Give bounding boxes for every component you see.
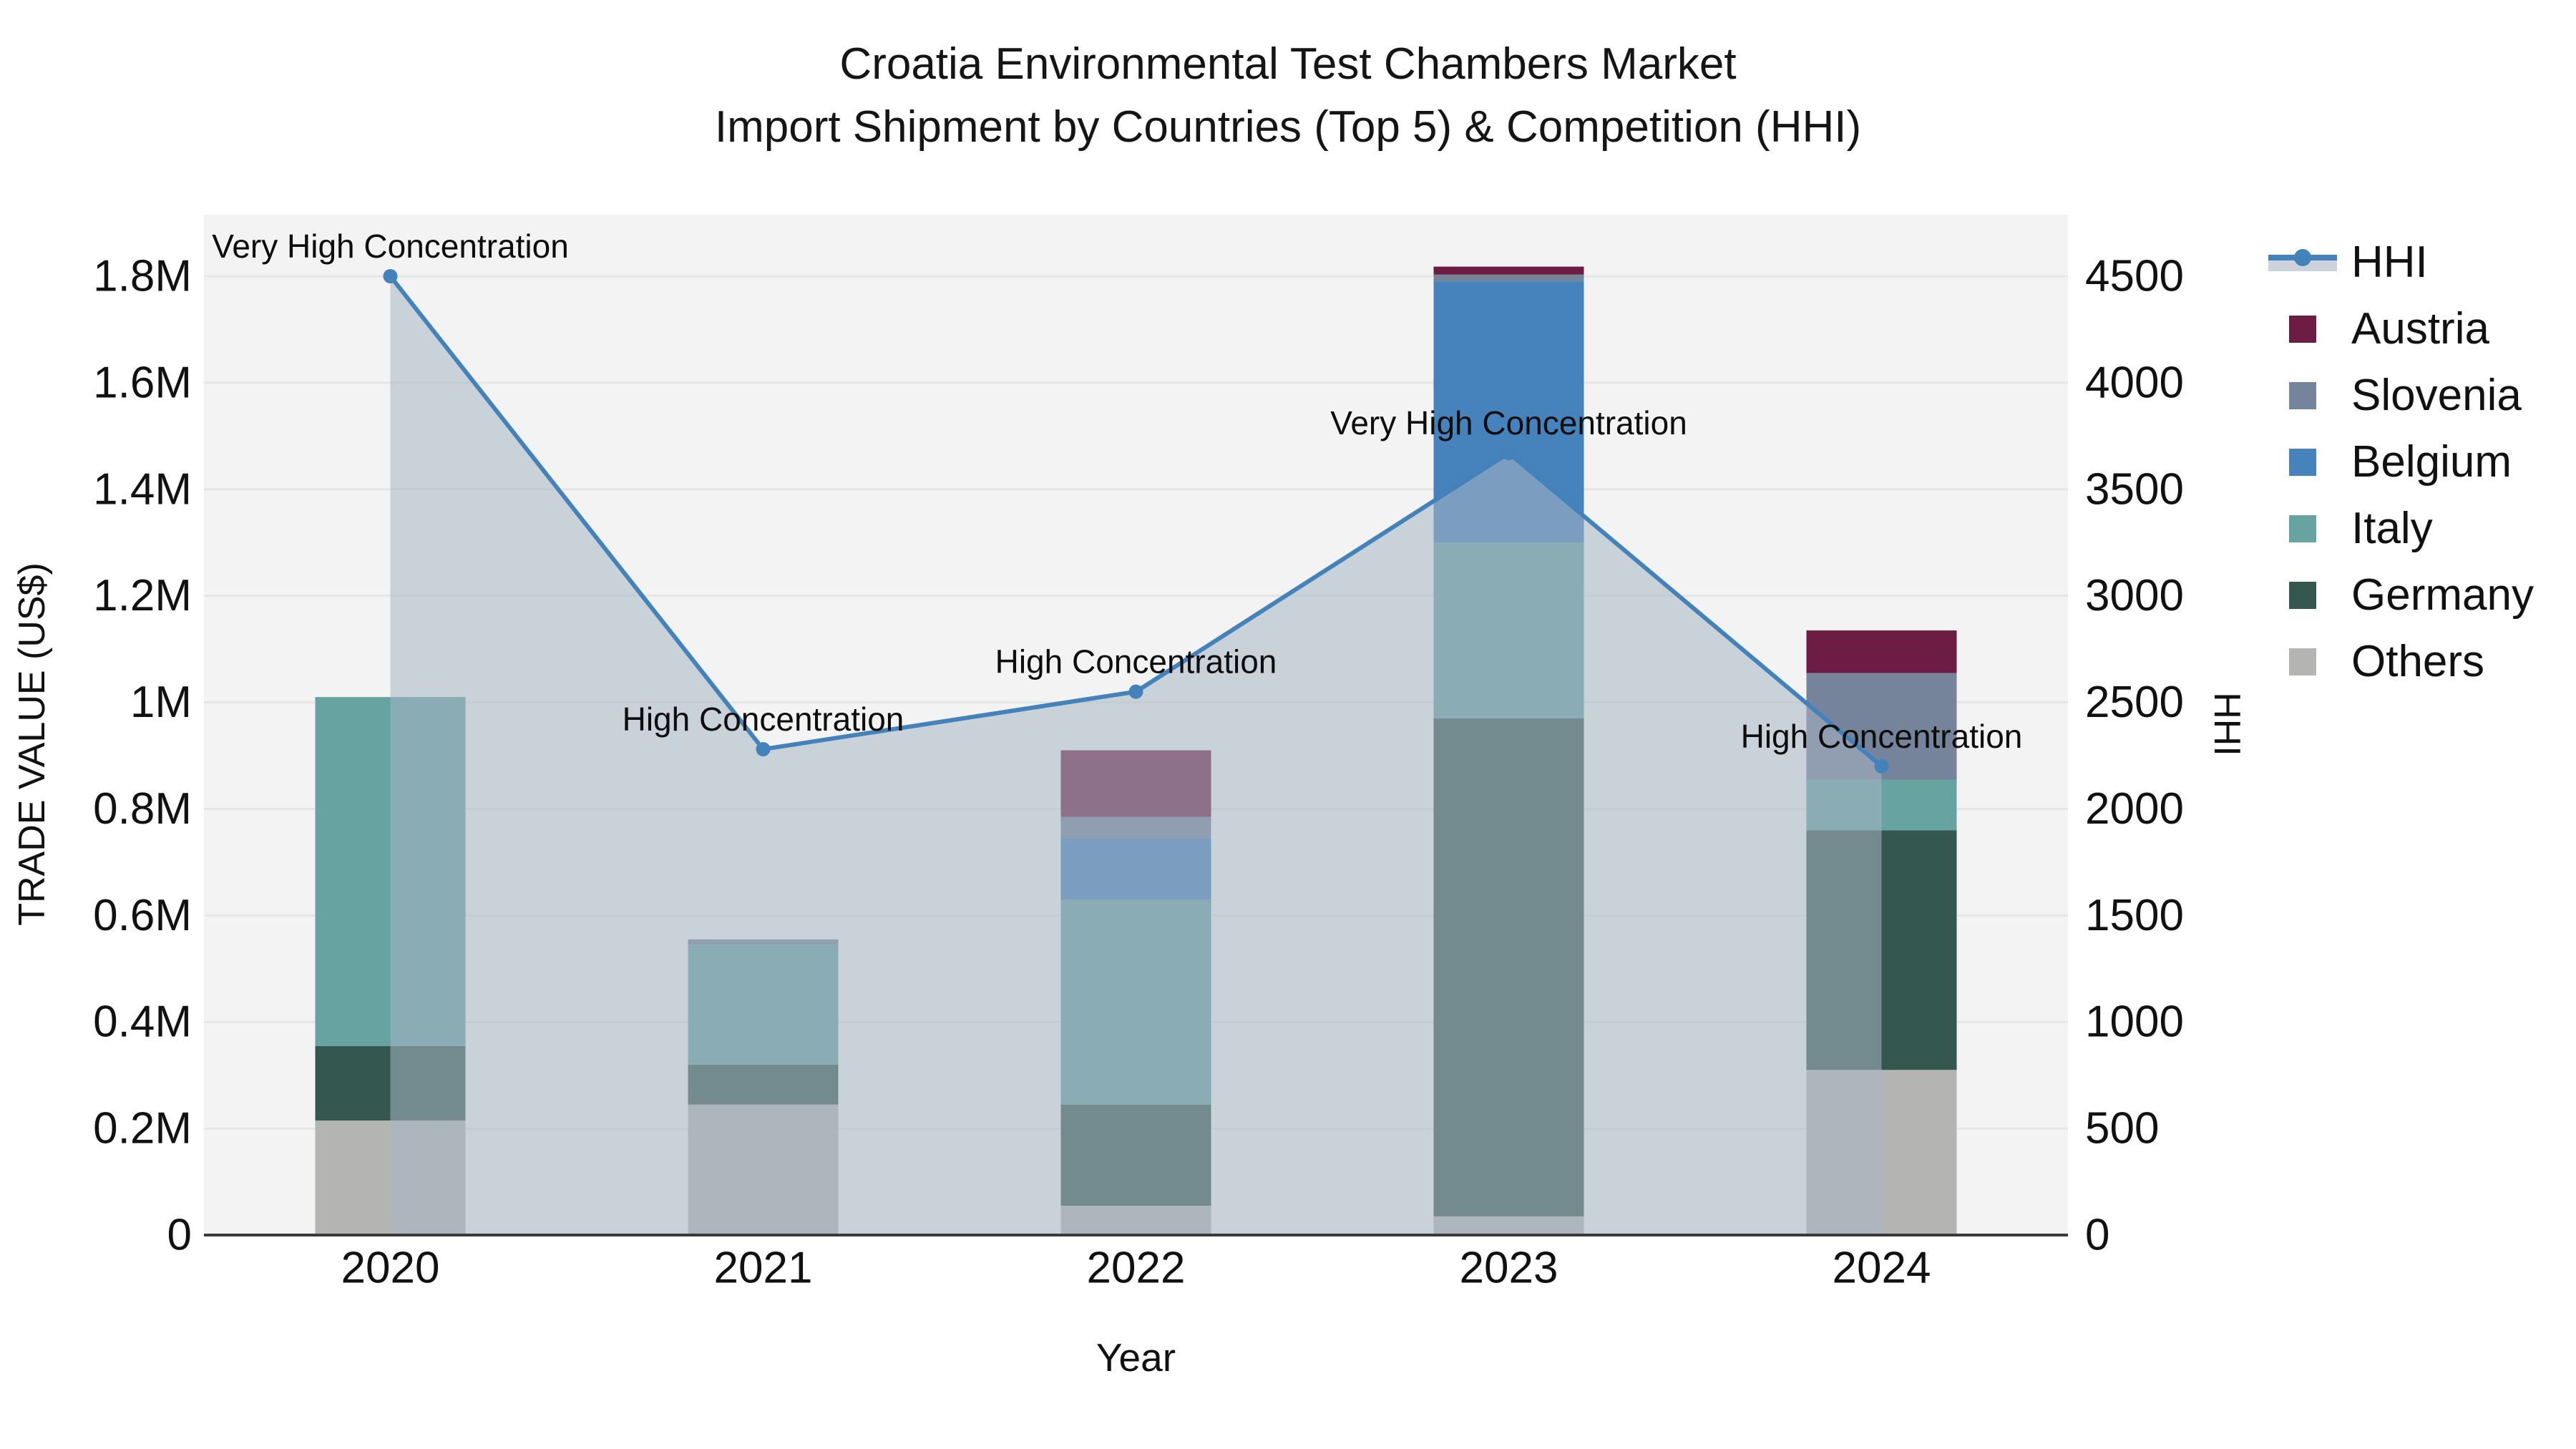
y-right-tick-4000: 4000 (2085, 358, 2184, 407)
y-left-axis-title: TRADE VALUE (US$) (11, 562, 53, 926)
legend-box-slovenia (2289, 381, 2316, 409)
legend-box-germany (2289, 581, 2316, 609)
y-right-tick-1500: 1500 (2085, 891, 2184, 940)
y-right-tick-2000: 2000 (2085, 784, 2184, 834)
legend: HHI Austria Slovenia Belgium Italy Germany Oth… (2268, 229, 2534, 695)
bar-segment-austria-2023[interactable] (1433, 266, 1584, 275)
x-tick-2022: 2022 (1087, 1244, 1186, 1293)
y-left-tick-1.8M: 1.8M (93, 252, 192, 301)
y-right-axis-title: HHI (2206, 692, 2248, 756)
legend-item-slovenia[interactable]: Slovenia (2268, 362, 2534, 429)
y-left-tick-0.6M: 0.6M (93, 891, 192, 940)
hhi-area (390, 276, 1882, 1235)
hhi-marker-2023[interactable] (1501, 446, 1516, 461)
legend-item-belgium[interactable]: Belgium (2268, 429, 2534, 495)
annotation-2024: High Concentration (1741, 718, 2023, 755)
chart-title-line2: Import Shipment by Countries (Top 5) & C… (714, 102, 1862, 152)
bar-segment-slovenia-2023[interactable] (1433, 274, 1584, 282)
legend-box-belgium (2289, 448, 2316, 476)
y-right-tick-2500: 2500 (2085, 678, 2184, 727)
annotation-2022: High Concentration (995, 643, 1277, 680)
y-right-tick-500: 500 (2085, 1104, 2159, 1153)
hhi-legend-sample (2268, 248, 2337, 271)
y-left-tick-0.4M: 0.4M (93, 997, 192, 1047)
chart-title-line1: Croatia Environmental Test Chambers Mark… (839, 39, 1737, 89)
y-left-tick-1M: 1M (130, 678, 192, 727)
y-right-tick-3000: 3000 (2085, 571, 2184, 620)
legend-label-austria: Austria (2351, 304, 2489, 353)
legend-item-hhi[interactable]: HHI (2268, 229, 2534, 296)
legend-box-others (2289, 648, 2316, 675)
legend-color-swatch (2268, 374, 2337, 417)
y-left-tick-1.2M: 1.2M (93, 571, 192, 620)
x-tick-2023: 2023 (1460, 1244, 1558, 1293)
legend-color-swatch (2268, 640, 2337, 683)
legend-label-italy: Italy (2351, 504, 2433, 553)
legend-label-germany: Germany (2351, 570, 2534, 620)
x-axis-title: Year (1096, 1335, 1176, 1380)
y-right-tick-3500: 3500 (2085, 464, 2184, 514)
x-tick-2024: 2024 (1833, 1244, 1931, 1293)
legend-item-austria[interactable]: Austria (2268, 296, 2534, 362)
legend-color-swatch (2268, 308, 2337, 351)
annotation-2023: Very High Concentration (1330, 404, 1687, 441)
y-left-tick-1.6M: 1.6M (93, 358, 192, 407)
legend-item-others[interactable]: Others (2268, 628, 2534, 695)
legend-box-austria (2289, 315, 2316, 343)
legend-line-swatch (2268, 241, 2337, 284)
y-left-tick-1.4M: 1.4M (93, 464, 192, 514)
annotation-2020: Very High Concentration (212, 228, 569, 265)
hhi-marker-2022[interactable] (1128, 684, 1143, 699)
y-right-tick-1000: 1000 (2085, 997, 2184, 1047)
legend-label-belgium: Belgium (2351, 437, 2512, 487)
x-tick-2021: 2021 (714, 1244, 813, 1293)
hhi-marker-2024[interactable] (1874, 758, 1889, 774)
hhi-marker-2021[interactable] (756, 742, 771, 757)
legend-color-swatch (2268, 441, 2337, 484)
legend-item-germany[interactable]: Germany (2268, 562, 2534, 628)
legend-item-italy[interactable]: Italy (2268, 495, 2534, 562)
bar-segment-austria-2024[interactable] (1806, 630, 1957, 673)
y-left-tick-0: 0 (167, 1211, 192, 1260)
legend-label-hhi: HHI (2351, 238, 2428, 287)
x-tick-2020: 2020 (341, 1244, 440, 1293)
y-left-tick-0.2M: 0.2M (93, 1104, 192, 1153)
legend-color-swatch (2268, 574, 2337, 617)
y-left-tick-0.8M: 0.8M (93, 784, 192, 834)
legend-color-swatch (2268, 507, 2337, 550)
y-right-tick-4500: 4500 (2085, 252, 2184, 301)
y-right-tick-0: 0 (2085, 1211, 2109, 1260)
legend-box-italy (2289, 514, 2316, 542)
legend-label-slovenia: Slovenia (2351, 371, 2522, 420)
hhi-marker-2020[interactable] (383, 269, 398, 283)
legend-label-others: Others (2351, 637, 2485, 686)
annotation-2021: High Concentration (623, 701, 904, 738)
